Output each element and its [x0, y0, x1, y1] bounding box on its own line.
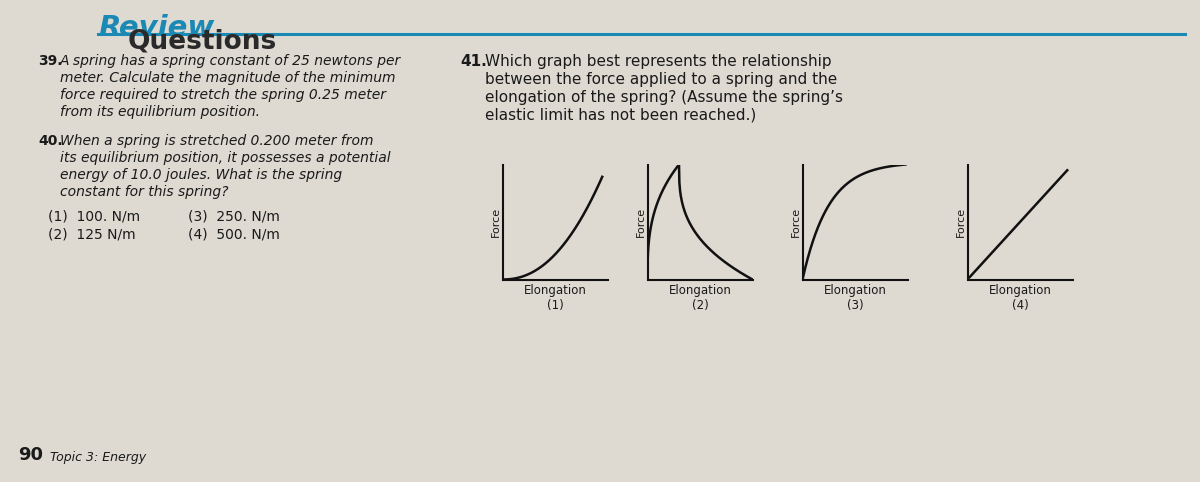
Text: (3)  250. N/m: (3) 250. N/m [188, 210, 280, 224]
Text: (1)  100. N/m: (1) 100. N/m [48, 210, 140, 224]
Text: energy of 10.0 joules. What is the spring: energy of 10.0 joules. What is the sprin… [60, 168, 342, 182]
Text: (4)  500. N/m: (4) 500. N/m [188, 227, 280, 241]
Text: Questions: Questions [128, 29, 277, 55]
Text: Which graph best represents the relationship: Which graph best represents the relation… [485, 54, 832, 69]
Text: 40.: 40. [38, 134, 62, 148]
Text: 41.: 41. [460, 54, 487, 69]
X-axis label: Elongation
(2): Elongation (2) [668, 284, 732, 312]
Text: When a spring is stretched 0.200 meter from: When a spring is stretched 0.200 meter f… [60, 134, 373, 148]
Text: Review: Review [98, 14, 215, 42]
Text: its equilibrium position, it possesses a potential: its equilibrium position, it possesses a… [60, 151, 391, 165]
Text: force required to stretch the spring 0.25 meter: force required to stretch the spring 0.2… [60, 88, 386, 102]
Text: Topic 3: Energy: Topic 3: Energy [50, 451, 146, 464]
Text: constant for this spring?: constant for this spring? [60, 185, 228, 199]
Text: A spring has a spring constant of 25 newtons per: A spring has a spring constant of 25 new… [60, 54, 401, 68]
Y-axis label: Force: Force [956, 207, 966, 237]
Text: meter. Calculate the magnitude of the minimum: meter. Calculate the magnitude of the mi… [60, 71, 396, 85]
Text: (2)  125 N/m: (2) 125 N/m [48, 227, 136, 241]
X-axis label: Elongation
(4): Elongation (4) [989, 284, 1051, 312]
X-axis label: Elongation
(3): Elongation (3) [823, 284, 887, 312]
Text: elongation of the spring? (Assume the spring’s: elongation of the spring? (Assume the sp… [485, 90, 842, 105]
Text: between the force applied to a spring and the: between the force applied to a spring an… [485, 72, 838, 87]
Text: from its equilibrium position.: from its equilibrium position. [60, 105, 260, 119]
X-axis label: Elongation
(1): Elongation (1) [523, 284, 587, 312]
Y-axis label: Force: Force [791, 207, 802, 237]
Text: 90: 90 [18, 446, 43, 464]
Text: elastic limit has not been reached.): elastic limit has not been reached.) [485, 107, 756, 122]
Y-axis label: Force: Force [491, 207, 502, 237]
Text: 39.: 39. [38, 54, 62, 68]
Y-axis label: Force: Force [636, 207, 646, 237]
